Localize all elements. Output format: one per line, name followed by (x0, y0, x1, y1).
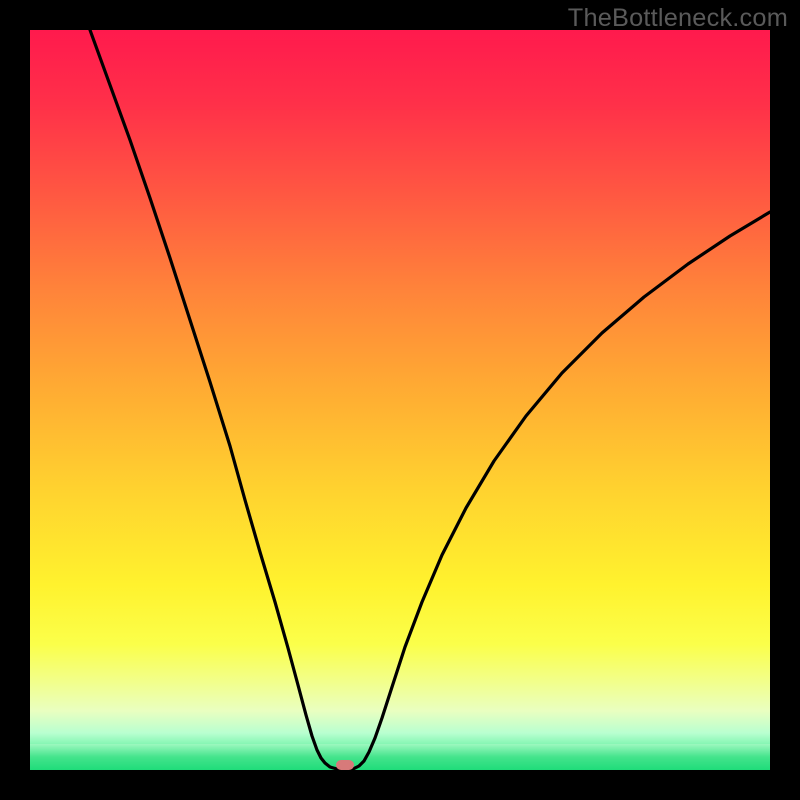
watermark-text: TheBottleneck.com (568, 4, 788, 33)
bottleneck-curve (30, 30, 770, 770)
minimum-marker (336, 760, 354, 770)
plot-area (30, 30, 770, 770)
curve-path (90, 30, 770, 770)
chart-frame: TheBottleneck.com (0, 0, 800, 800)
